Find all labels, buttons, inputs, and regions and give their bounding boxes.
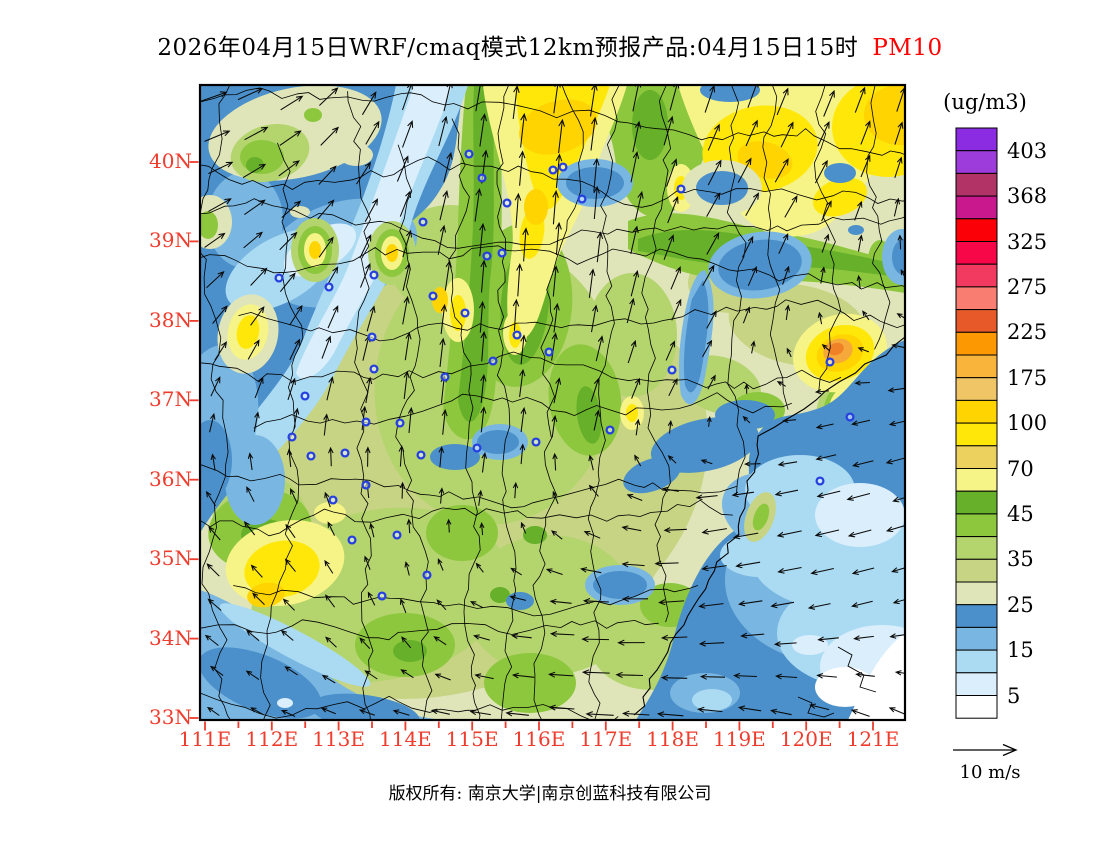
scale-swatch [955,490,998,515]
station-marker-icon [605,425,615,435]
scale-swatch [955,354,998,379]
scale-swatch [955,127,998,152]
station-marker-icon [395,418,405,428]
station-marker-icon [428,291,438,301]
axis-ticks [189,161,874,731]
station-marker-icon [306,451,316,461]
scale-swatch [955,581,998,606]
scale-swatch [955,695,998,719]
map-border [198,83,907,722]
scale-swatch [955,286,998,311]
station-marker-icon [274,273,284,283]
scale-swatch [955,445,998,469]
scale-swatch [955,422,998,447]
station-markers [274,149,855,601]
scale-swatch [955,377,998,401]
station-marker-icon [558,162,568,172]
station-marker-icon [328,495,338,505]
station-marker-icon [347,535,357,545]
scale-swatch [955,263,998,288]
station-marker-icon [367,332,377,342]
color-scale [955,127,998,719]
map-layers [200,85,905,720]
station-marker-icon [825,357,835,367]
station-marker-icon [815,476,825,486]
station-marker-icon [577,194,587,204]
scale-swatch [955,672,998,696]
station-marker-icon [440,372,450,382]
scale-swatch [955,309,998,333]
scale-swatch [955,241,998,265]
contour-fills [200,85,905,720]
station-marker-icon [392,530,402,540]
station-marker-icon [472,443,482,453]
station-marker-icon [369,270,379,280]
station-marker-icon [667,365,677,375]
station-marker-icon [464,149,474,159]
scale-swatch [955,218,998,243]
station-marker-icon [361,417,371,427]
station-marker-icon [502,198,512,208]
station-marker-icon [287,432,297,442]
station-marker-icon [422,570,432,580]
wind-scale-arrow-icon [953,743,1018,757]
scale-swatch [955,195,998,220]
station-marker-icon [361,480,371,490]
station-marker-icon [497,248,507,258]
station-marker-icon [418,217,428,227]
scale-swatch [955,331,998,356]
scale-swatch [955,468,998,492]
station-marker-icon [324,282,334,292]
scale-swatch [955,649,998,674]
scale-swatch [955,558,998,583]
station-marker-icon [369,364,379,374]
station-marker-icon [531,437,541,447]
station-marker-icon [488,356,498,366]
station-marker-icon [377,591,387,601]
scale-swatch [955,626,998,651]
station-marker-icon [300,391,310,401]
station-marker-icon [460,308,470,318]
station-marker-icon [676,184,686,194]
scale-swatch [955,399,998,424]
station-marker-icon [512,330,522,340]
station-marker-icon [477,173,487,183]
station-marker-icon [548,165,558,175]
scale-swatch [955,536,998,560]
station-marker-icon [340,448,350,458]
scale-swatch [955,172,998,197]
wind-vectors [200,85,905,718]
station-marker-icon [416,450,426,460]
scale-swatch [955,604,998,628]
station-marker-icon [482,251,492,261]
scale-swatch [955,513,998,538]
station-marker-icon [845,412,855,422]
scale-swatch [955,150,998,174]
station-marker-icon [544,347,554,357]
